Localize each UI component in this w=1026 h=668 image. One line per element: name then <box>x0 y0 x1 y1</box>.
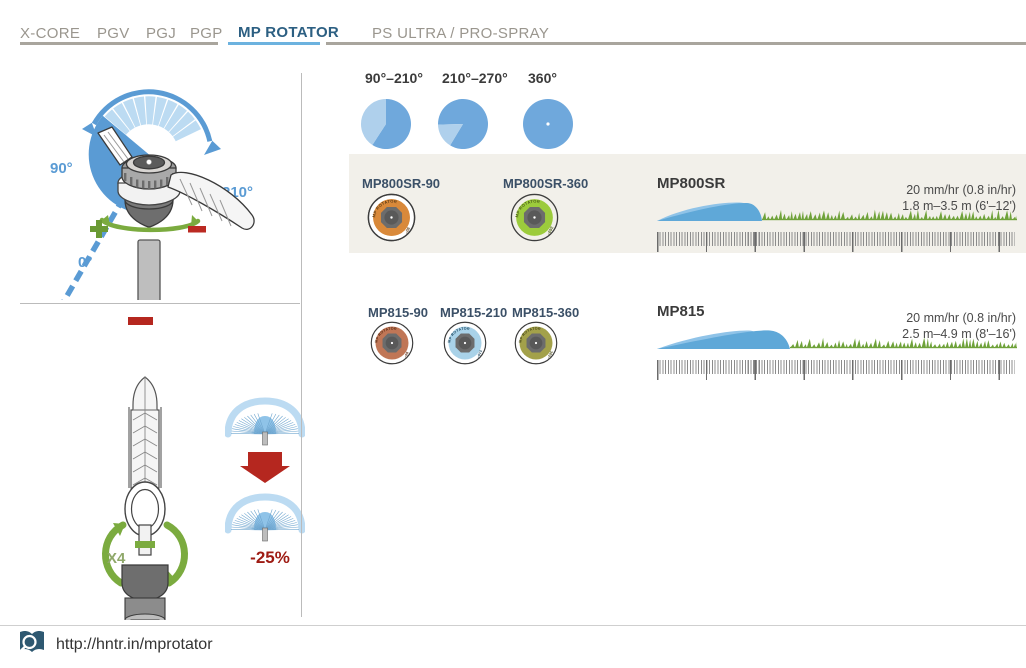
svg-text:0°: 0° <box>78 254 92 271</box>
svg-text:90°: 90° <box>50 160 73 177</box>
